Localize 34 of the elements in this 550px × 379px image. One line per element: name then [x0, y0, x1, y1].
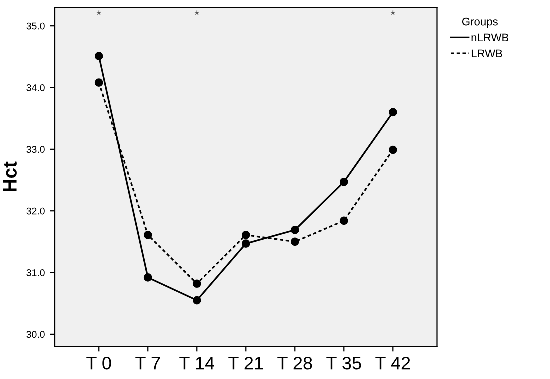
x-tick-label: T 7: [136, 357, 160, 370]
point: [192, 280, 202, 288]
annotation: *: [390, 10, 396, 16]
y-tick-label: 34.0: [26, 84, 45, 92]
annotation: *: [96, 10, 102, 16]
point: [340, 178, 348, 186]
point: [290, 226, 300, 234]
y-tick-label: 32.0: [26, 208, 45, 215]
x-tick-label: T 28: [278, 356, 312, 370]
x-tick-label: T 35: [326, 356, 362, 370]
point: [144, 274, 152, 282]
x-tick-label: T 21: [228, 356, 264, 370]
point: [144, 230, 152, 240]
point: [242, 230, 250, 240]
y-tick-label: 33.0: [26, 146, 45, 154]
legend-label: LRWB: [472, 50, 502, 58]
point: [242, 240, 250, 248]
y-tick-label: 30.0: [26, 331, 45, 338]
y-tick-label: 31.0: [26, 270, 45, 276]
x-tick-label: T 42: [376, 356, 410, 370]
annotation: *: [194, 10, 200, 16]
legend-title: Groups: [462, 18, 498, 28]
legend-label: nLRWB: [472, 34, 509, 42]
point: [94, 52, 104, 60]
x-tick-label: T 0: [86, 356, 112, 370]
point: [94, 78, 104, 87]
point: [192, 296, 202, 305]
y-axis-title: Hct: [3, 162, 17, 192]
point: [388, 146, 398, 154]
y-tick-label: 35.0: [26, 22, 45, 30]
x-tick-label: T 14: [180, 357, 214, 370]
point: [340, 216, 348, 226]
point: [388, 108, 398, 117]
point: [290, 238, 300, 246]
